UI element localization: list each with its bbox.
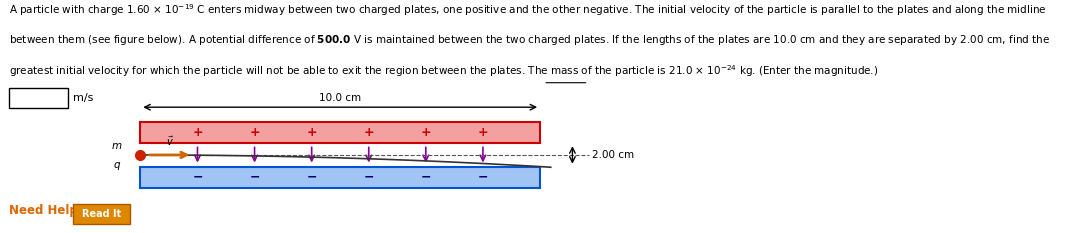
Text: −: − — [420, 171, 431, 184]
Bar — [140, 167, 540, 188]
Text: between them (see figure below). A potential difference of $\mathbf{500.0}$ V is: between them (see figure below). A poten… — [9, 33, 1050, 47]
Text: +: + — [307, 126, 316, 139]
Text: −: − — [192, 171, 203, 184]
Text: −: − — [364, 171, 374, 184]
Text: −: − — [307, 171, 316, 184]
Text: $\vec{v}$: $\vec{v}$ — [165, 135, 174, 148]
Text: +: + — [364, 126, 374, 139]
Text: m/s: m/s — [73, 93, 94, 103]
Text: −: − — [249, 171, 260, 184]
Text: A particle with charge 1.60 $\times$ 10$^{-19}$ C enters midway between two char: A particle with charge 1.60 $\times$ 10$… — [9, 2, 1047, 18]
Text: +: + — [477, 126, 488, 139]
Bar — [9, 88, 68, 108]
Text: q: q — [113, 160, 120, 170]
Text: +: + — [420, 126, 431, 139]
Text: greatest initial velocity for which the particle will not be able to exit the re: greatest initial velocity for which the … — [9, 63, 878, 79]
Text: m: m — [111, 141, 122, 151]
Text: +: + — [249, 126, 260, 139]
Bar — [73, 204, 130, 224]
Text: Need Help?: Need Help? — [9, 204, 84, 217]
Text: Read It: Read It — [82, 209, 121, 219]
Text: 2.00 cm: 2.00 cm — [592, 150, 634, 160]
Text: +: + — [192, 126, 203, 139]
Text: 10.0 cm: 10.0 cm — [319, 93, 362, 103]
Bar — [140, 122, 540, 143]
Text: −: − — [477, 171, 488, 184]
